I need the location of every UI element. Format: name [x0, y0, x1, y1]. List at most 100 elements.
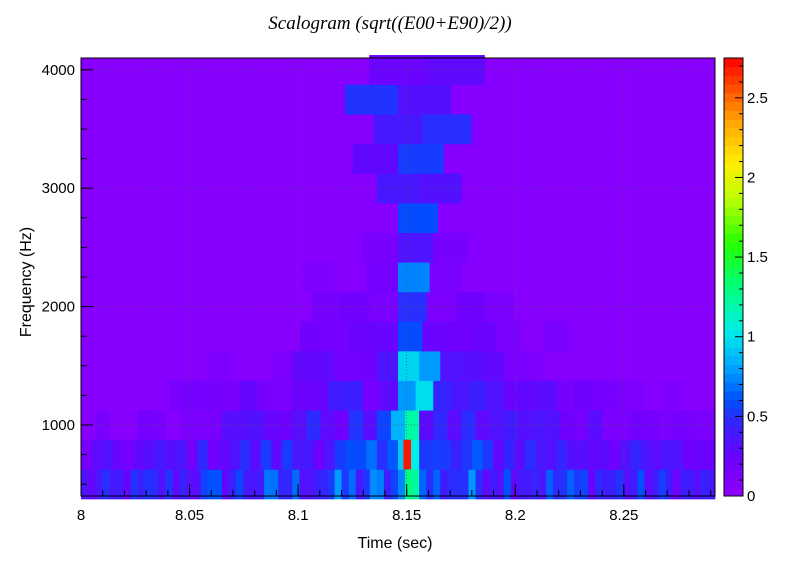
heatmap-cell [433, 410, 448, 441]
heatmap-cell [228, 469, 237, 500]
grid-lines [80, 58, 715, 496]
heatmap-cell [257, 380, 276, 411]
heatmap-cell [398, 321, 423, 352]
heatmap-cell [95, 469, 103, 500]
heatmap-cell [482, 439, 494, 470]
y-tick-label: 4000 [42, 62, 75, 79]
heatmap-cell [707, 469, 716, 500]
heatmap-cell [369, 291, 399, 322]
colorbar-band [724, 469, 743, 479]
heatmap-cell [334, 350, 357, 381]
colorbar-band [724, 110, 743, 120]
heatmap-cell [207, 469, 216, 500]
heatmap-cell [616, 469, 624, 500]
heatmap-cell [538, 380, 557, 411]
heatmap-cell [630, 439, 642, 470]
heatmap-cell [503, 350, 526, 381]
colorbar-tick-label: 2 [747, 169, 755, 186]
heatmap-cell [556, 439, 568, 470]
heatmap-cell [327, 380, 346, 411]
colorbar-band [724, 171, 743, 182]
heatmap-cell [658, 469, 667, 500]
heatmap-cell [503, 380, 522, 411]
heatmap-cell [348, 469, 357, 500]
heatmap-cell [440, 469, 448, 500]
heatmap-cell [574, 469, 582, 500]
heatmap-cell [200, 469, 209, 500]
heatmap-cell [446, 321, 472, 352]
heatmap-cell [207, 350, 230, 381]
heatmap-cell [489, 410, 505, 441]
heatmap-cell [454, 469, 462, 500]
heatmap-cell [292, 410, 307, 441]
heatmap-cell [609, 439, 621, 470]
x-tick-label: 8.05 [175, 507, 204, 524]
heatmap-cell [292, 469, 300, 500]
heatmap-cell [538, 469, 547, 500]
heatmap-cell [651, 439, 663, 470]
heatmap-cell [503, 469, 512, 500]
heatmap-cell [348, 410, 364, 441]
colorbar-band [724, 390, 743, 401]
heatmap-cell [306, 410, 321, 441]
heatmap-cell [345, 439, 357, 470]
heatmap-cell [366, 439, 378, 470]
colorbar-band [724, 75, 743, 85]
heatmap-cell [415, 380, 434, 411]
heatmap-cell [644, 469, 652, 500]
heatmap-cell [313, 469, 321, 500]
colorbar-band [724, 189, 743, 199]
heatmap-cell [672, 410, 688, 441]
heatmap-cell [440, 350, 462, 381]
chart-title: Scalogram (sqrt((E00+E90)/2)) [268, 13, 511, 34]
colorbar-band [724, 408, 743, 418]
heatmap-cell [207, 439, 219, 470]
heatmap-cell [545, 469, 554, 500]
heatmap-cell [197, 439, 209, 470]
heatmap-cell [176, 439, 188, 470]
heatmap-cell [665, 469, 674, 500]
heatmap-cell [102, 439, 114, 470]
heatmap-cell [91, 439, 103, 470]
heatmap-cell [239, 439, 251, 470]
colorbar-band [724, 425, 743, 436]
heatmap-cell [102, 469, 110, 500]
heatmap-cell [503, 439, 515, 470]
heatmap-cell [514, 439, 526, 470]
heatmap-cell [658, 410, 674, 441]
heatmap-cell [334, 410, 350, 441]
heatmap-cell [686, 410, 702, 441]
heatmap-cell [334, 469, 343, 500]
heatmap-cell [567, 469, 575, 500]
heatmap-cell [700, 469, 709, 500]
colorbar-band [724, 285, 743, 295]
heatmap-cell [495, 321, 521, 352]
heatmap-cell [109, 469, 117, 500]
x-tick-label: 8.25 [609, 507, 638, 524]
heatmap-cell [630, 410, 645, 441]
heatmap-cell [672, 469, 681, 500]
heatmap-cell [662, 439, 674, 470]
heatmap-cell [302, 439, 314, 470]
y-tick-label: 1000 [42, 417, 75, 434]
heatmap-cell [281, 439, 293, 470]
colorbar-band [724, 101, 743, 111]
heatmap-cell [292, 439, 304, 470]
heatmap-cell [158, 469, 166, 500]
colorbar-band [724, 347, 743, 357]
heatmap-cell [376, 469, 385, 500]
x-tick-label: 8.1 [288, 507, 309, 524]
heatmap-cell [362, 380, 381, 411]
colorbar-band [724, 277, 743, 287]
heatmap-cell [271, 469, 279, 500]
colorbar-tick-label: 1 [747, 329, 755, 346]
heatmap-cell [366, 262, 399, 293]
heatmap-cell [264, 410, 279, 441]
colorbar-band [724, 338, 743, 348]
colorbar-band [724, 312, 743, 322]
heatmap-cell [475, 469, 483, 500]
heatmap-cell [426, 469, 434, 500]
x-tick-label: 8.2 [505, 507, 526, 524]
heatmap-cell [88, 469, 96, 500]
